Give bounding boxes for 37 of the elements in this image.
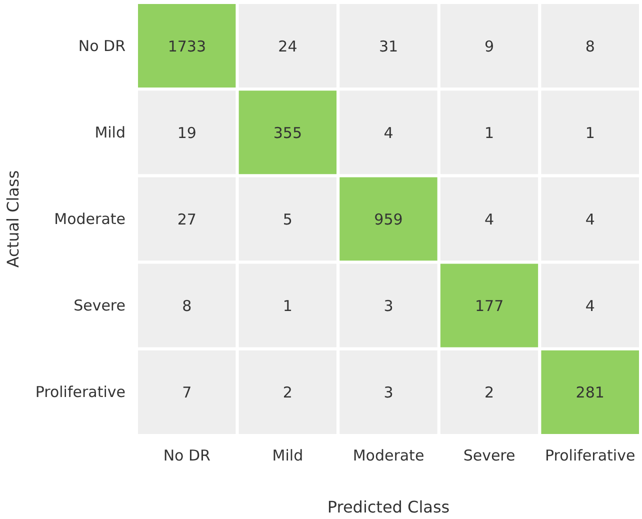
x-tick-label: No DR xyxy=(163,446,210,464)
data-label: 2 xyxy=(282,384,292,402)
data-label: 4 xyxy=(384,124,394,142)
data-label: 27 xyxy=(177,210,196,228)
data-label: 3 xyxy=(384,297,394,316)
data-label: 9 xyxy=(484,37,494,56)
y-tick-label: Mild xyxy=(94,123,126,142)
data-label: 4 xyxy=(484,210,494,228)
data-label: 1733 xyxy=(168,37,206,56)
data-label: 177 xyxy=(474,297,504,316)
data-label: 1 xyxy=(282,297,292,316)
data-label: 2 xyxy=(484,384,494,402)
y-tick-label: No DR xyxy=(78,36,126,55)
data-label: 959 xyxy=(374,210,403,228)
data-label: 355 xyxy=(273,124,302,142)
y-tick-label: Moderate xyxy=(54,210,126,228)
data-label: 4 xyxy=(585,297,595,316)
data-label: 1 xyxy=(585,124,595,142)
y-axis-title: Actual Class xyxy=(3,170,22,268)
data-label: 281 xyxy=(576,384,604,402)
x-tick-label: Moderate xyxy=(352,446,424,464)
x-tick-label: Proliferative xyxy=(545,446,636,464)
data-label: 5 xyxy=(282,210,292,228)
data-label: 1 xyxy=(484,124,494,142)
x-tick-label: Mild xyxy=(272,446,304,464)
y-tick-label: Proliferative xyxy=(35,383,126,402)
y-tick-label: Severe xyxy=(74,296,126,315)
data-label: 8 xyxy=(585,37,595,56)
data-label: 4 xyxy=(585,210,595,228)
x-tick-label: Severe xyxy=(463,446,516,464)
data-label: 7 xyxy=(182,384,192,402)
data-label: 19 xyxy=(177,124,196,142)
data-label: 3 xyxy=(384,384,394,402)
data-label: 31 xyxy=(378,37,398,56)
x-axis-title: Predicted Class xyxy=(327,498,450,516)
data-label: 8 xyxy=(182,297,192,316)
data-label: 24 xyxy=(278,37,298,56)
